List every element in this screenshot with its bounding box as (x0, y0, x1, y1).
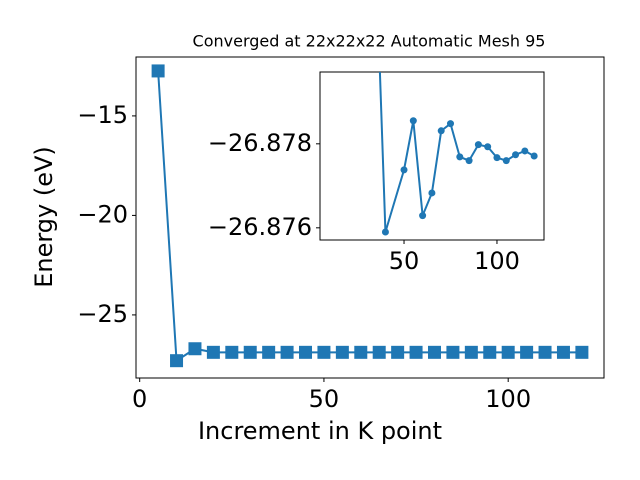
data-point (538, 345, 552, 359)
y-tick-label: −25 (77, 300, 128, 328)
data-point (512, 151, 520, 159)
data-point (521, 147, 529, 155)
x-tick-label: 0 (132, 385, 147, 413)
y-tick-label: −26.878 (208, 129, 312, 157)
data-point (530, 152, 538, 160)
data-point (381, 228, 389, 236)
data-point (409, 117, 417, 125)
x-tick-label: 50 (309, 385, 340, 413)
plot-content (151, 64, 589, 368)
data-point (400, 166, 408, 174)
data-point (206, 345, 220, 359)
data-point (335, 345, 349, 359)
data-point (225, 345, 239, 359)
data-point (280, 345, 294, 359)
data-point (464, 345, 478, 359)
data-point (474, 141, 482, 149)
chart-title: Converged at 22x22x22 Automatic Mesh 95 (193, 32, 546, 51)
data-point (170, 354, 184, 368)
plot-content (378, 72, 538, 236)
x-tick-label: 100 (474, 247, 520, 275)
data-point (446, 345, 460, 359)
data-point (520, 345, 534, 359)
data-point (151, 64, 165, 78)
data-point (484, 143, 492, 151)
data-point (575, 345, 589, 359)
x-tick-label: 100 (485, 385, 531, 413)
data-point (354, 345, 368, 359)
y-tick-label: −20 (77, 200, 128, 228)
data-point (243, 345, 257, 359)
y-tick-label: −26.876 (208, 213, 312, 241)
x-axis-label: Increment in K point (198, 417, 442, 445)
plot-area (319, 71, 545, 241)
data-point (446, 120, 454, 128)
data-point (299, 345, 313, 359)
data-point (456, 153, 464, 161)
data-point (437, 127, 445, 135)
data-point (409, 345, 423, 359)
x-tick-label: 50 (389, 247, 420, 275)
data-point (465, 157, 473, 165)
data-point (391, 345, 405, 359)
y-axis-label: Energy (eV) (30, 146, 58, 288)
data-point (427, 345, 441, 359)
data-point (502, 157, 510, 165)
data-point (317, 345, 331, 359)
data-point (188, 342, 202, 356)
y-tick-label: −15 (77, 101, 128, 129)
data-point (428, 189, 436, 197)
data-point (556, 345, 570, 359)
data-point (493, 154, 501, 162)
data-point (501, 345, 515, 359)
data-point (419, 212, 427, 220)
data-point (372, 345, 386, 359)
data-point (483, 345, 497, 359)
data-point (262, 345, 276, 359)
